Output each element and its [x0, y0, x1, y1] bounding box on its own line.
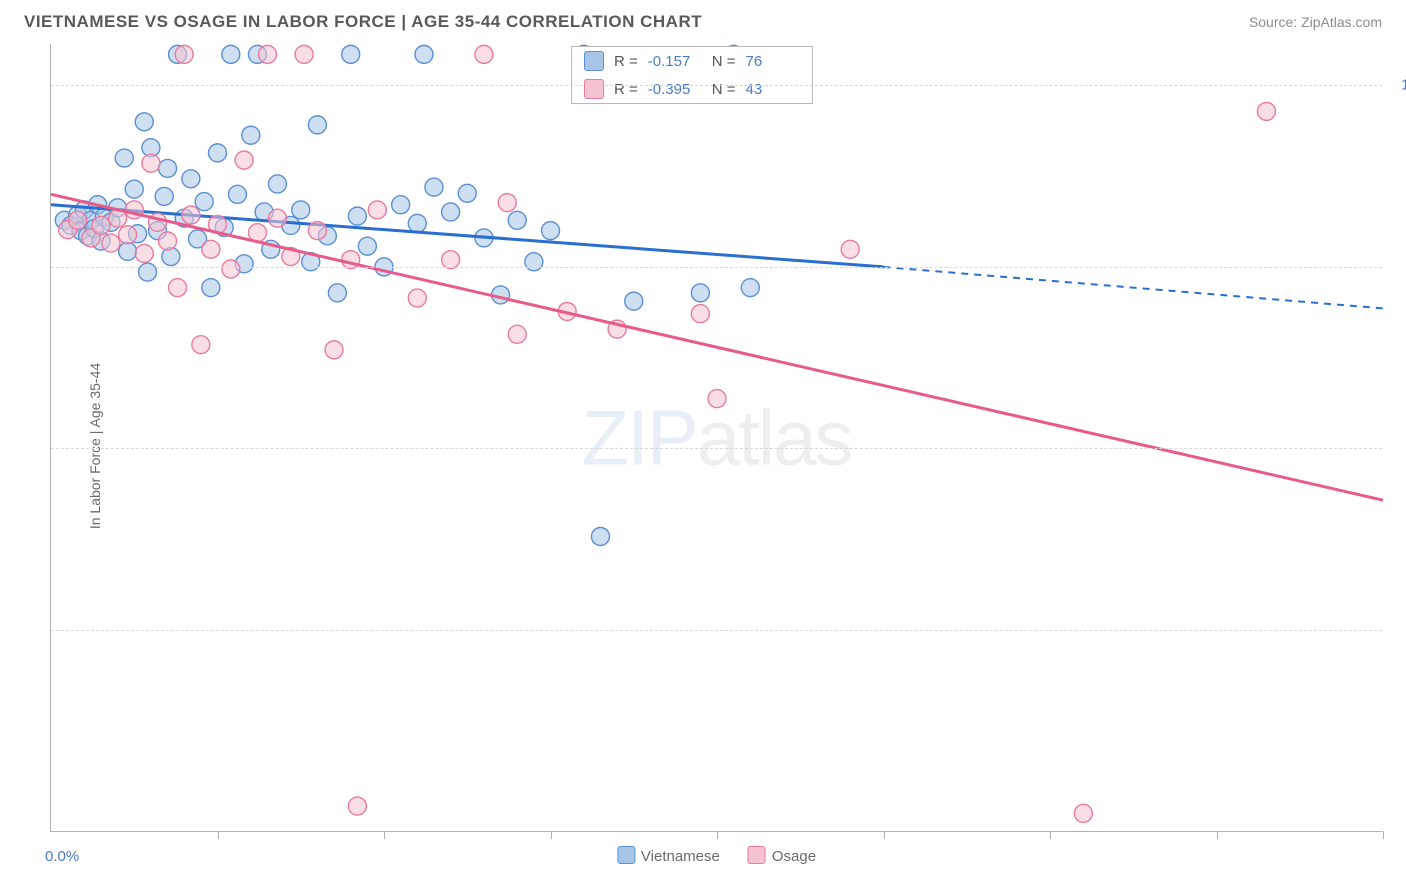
y-tick-label: 65.0%: [1392, 440, 1406, 457]
x-tick: [384, 831, 385, 839]
trend-line-extrapolated: [884, 267, 1384, 308]
x-tick: [1050, 831, 1051, 839]
scatter-point: [119, 242, 137, 260]
legend-swatch: [584, 79, 604, 99]
scatter-point: [169, 279, 187, 297]
x-tick: [551, 831, 552, 839]
scatter-point: [415, 45, 433, 63]
scatter-point: [348, 207, 366, 225]
legend-swatch: [617, 846, 635, 864]
chart-plot-area: ZIPatlas R = -0.157 N = 76R = -0.395 N =…: [50, 44, 1382, 832]
x-tick: [1217, 831, 1218, 839]
legend-bottom: Vietnamese Osage: [617, 846, 816, 865]
scatter-point: [691, 305, 709, 323]
scatter-point: [508, 325, 526, 343]
gridline-h: [51, 448, 1382, 449]
scatter-point: [228, 185, 246, 203]
y-tick-label: 82.5%: [1392, 258, 1406, 275]
scatter-point: [258, 45, 276, 63]
scatter-point: [328, 284, 346, 302]
scatter-point: [222, 45, 240, 63]
scatter-point: [159, 159, 177, 177]
trend-line: [51, 194, 1383, 500]
scatter-point: [325, 341, 343, 359]
scatter-point: [182, 206, 200, 224]
scatter-point: [392, 196, 410, 214]
scatter-point: [368, 201, 386, 219]
scatter-point: [308, 116, 326, 134]
chart-source: Source: ZipAtlas.com: [1249, 14, 1382, 30]
scatter-point: [442, 203, 460, 221]
scatter-point: [475, 45, 493, 63]
x-tick: [884, 831, 885, 839]
legend-item: Vietnamese: [617, 846, 720, 865]
scatter-point: [92, 216, 110, 234]
scatter-point: [159, 232, 177, 250]
scatter-point: [498, 194, 516, 212]
scatter-point: [155, 187, 173, 205]
scatter-point: [308, 222, 326, 240]
scatter-point: [625, 292, 643, 310]
legend-item: Osage: [748, 846, 816, 865]
x-tick: [218, 831, 219, 839]
stats-row: R = -0.157 N = 76: [572, 47, 812, 75]
gridline-h: [51, 630, 1382, 631]
correlation-stats-box: R = -0.157 N = 76R = -0.395 N = 43: [571, 46, 813, 104]
scatter-point: [292, 201, 310, 219]
scatter-point: [135, 113, 153, 131]
scatter-point: [268, 209, 286, 227]
legend-swatch: [748, 846, 766, 864]
scatter-point: [348, 797, 366, 815]
scatter-point: [115, 149, 133, 167]
scatter-point: [1074, 804, 1092, 822]
scatter-point: [242, 126, 260, 144]
scatter-point: [268, 175, 286, 193]
scatter-point: [408, 289, 426, 307]
scatter-point: [139, 263, 157, 281]
scatter-point: [342, 45, 360, 63]
scatter-point: [525, 253, 543, 271]
scatter-point: [119, 226, 137, 244]
scatter-point: [195, 193, 213, 211]
scatter-point: [708, 390, 726, 408]
scatter-point: [175, 45, 193, 63]
scatter-point: [458, 184, 476, 202]
scatter-point: [102, 234, 120, 252]
scatter-svg: [51, 44, 1382, 831]
scatter-point: [125, 180, 143, 198]
scatter-point: [741, 279, 759, 297]
gridline-h: [51, 267, 1382, 268]
scatter-point: [1257, 102, 1275, 120]
scatter-point: [358, 237, 376, 255]
stats-row: R = -0.395 N = 43: [572, 75, 812, 103]
scatter-point: [162, 248, 180, 266]
y-tick-label: 47.5%: [1392, 621, 1406, 638]
scatter-point: [591, 528, 609, 546]
scatter-point: [408, 214, 426, 232]
chart-title: VIETNAMESE VS OSAGE IN LABOR FORCE | AGE…: [24, 12, 702, 32]
y-tick-label: 100.0%: [1392, 77, 1406, 94]
scatter-point: [182, 170, 200, 188]
scatter-point: [69, 211, 87, 229]
x-tick: [1383, 831, 1384, 839]
scatter-point: [142, 154, 160, 172]
x-axis-min-label: 0.0%: [45, 848, 79, 865]
scatter-point: [192, 336, 210, 354]
scatter-point: [235, 151, 253, 169]
scatter-point: [202, 240, 220, 258]
scatter-point: [691, 284, 709, 302]
scatter-point: [222, 260, 240, 278]
scatter-point: [841, 240, 859, 258]
scatter-point: [135, 244, 153, 262]
scatter-point: [209, 144, 227, 162]
gridline-h: [51, 85, 1382, 86]
scatter-point: [508, 211, 526, 229]
legend-swatch: [584, 51, 604, 71]
x-tick: [717, 831, 718, 839]
scatter-point: [295, 45, 313, 63]
scatter-point: [425, 178, 443, 196]
scatter-point: [542, 222, 560, 240]
scatter-point: [202, 279, 220, 297]
